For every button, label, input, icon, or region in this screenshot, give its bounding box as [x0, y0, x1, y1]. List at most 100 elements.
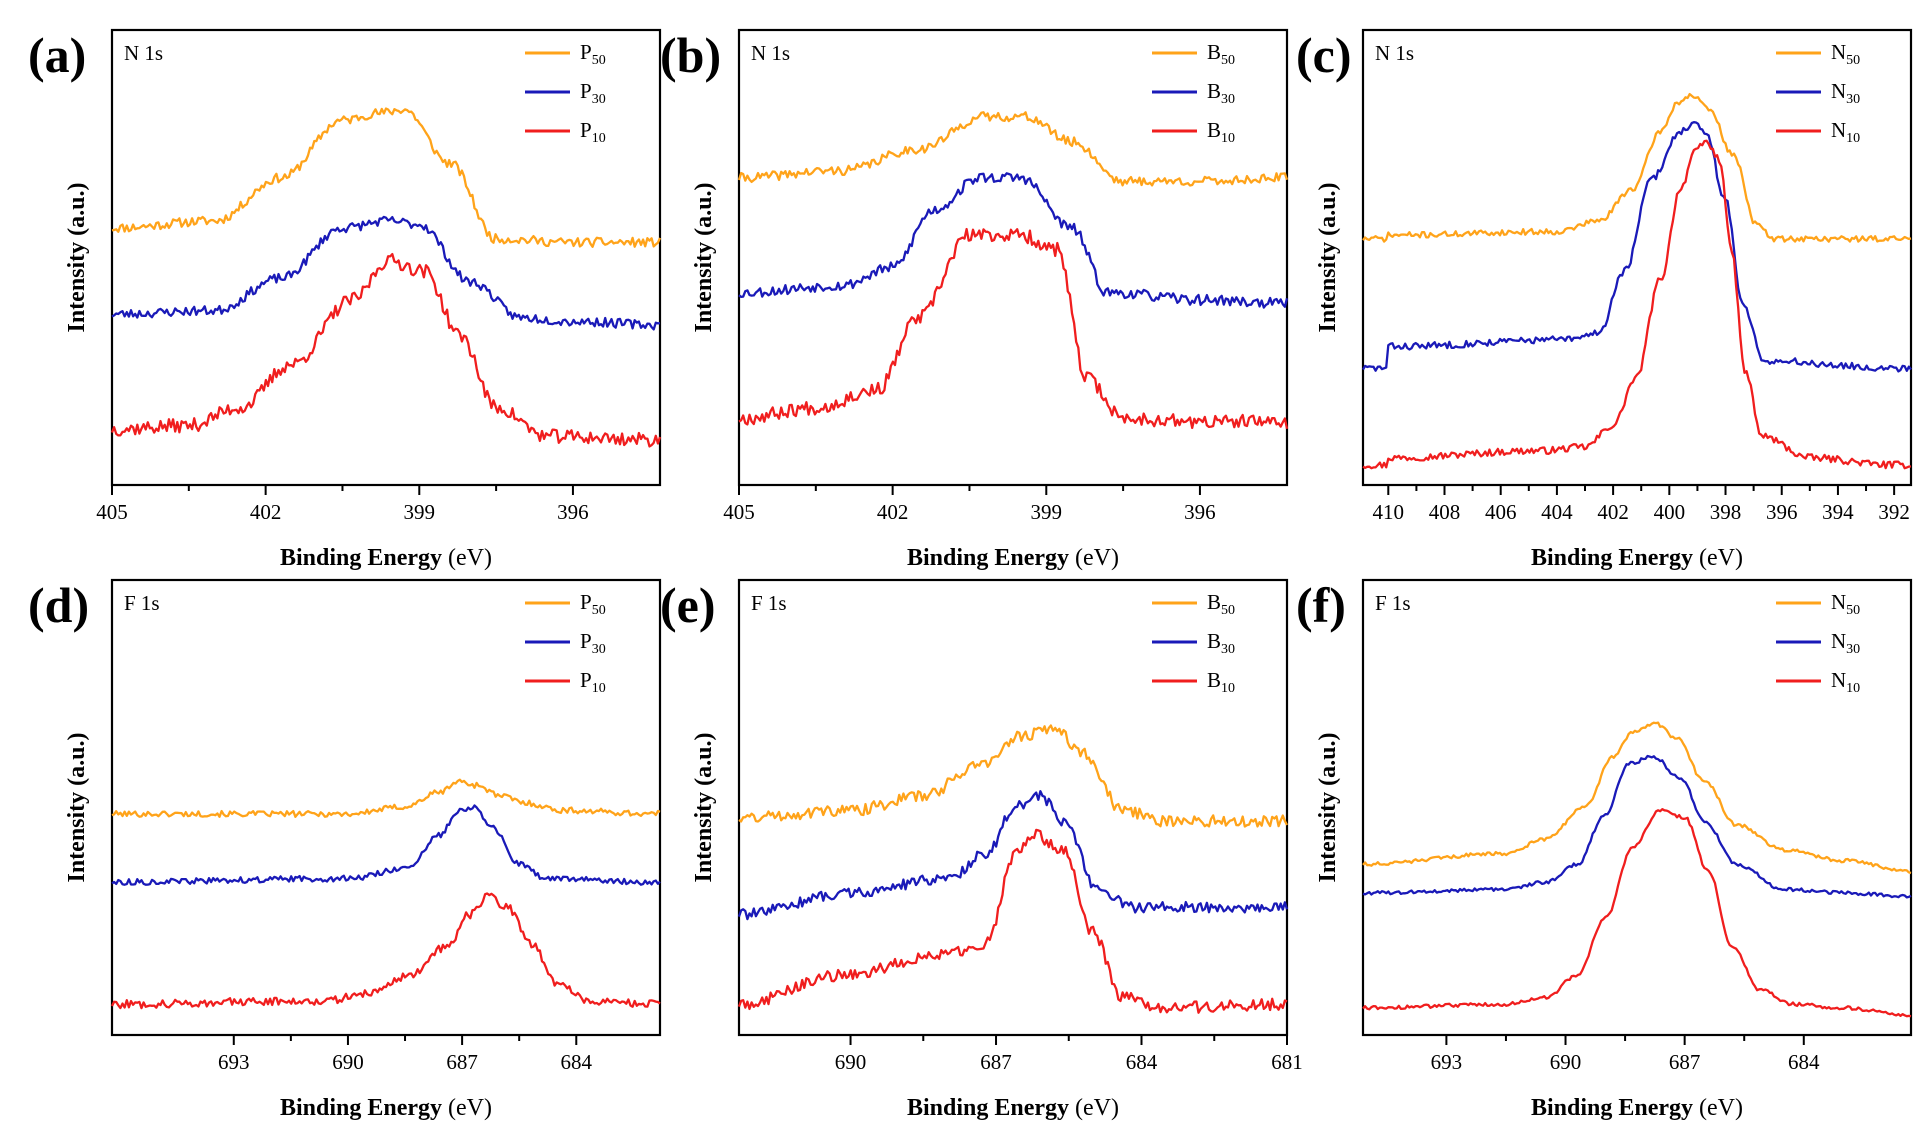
x-tick-label: 690 — [332, 1050, 364, 1074]
element-label: N 1s — [751, 41, 790, 65]
element-label: N 1s — [1375, 41, 1414, 65]
x-axis-title-main: Binding Energy — [907, 545, 1069, 571]
element-label: N 1s — [124, 41, 163, 65]
x-tick-label: 405 — [96, 500, 128, 524]
legend-subscript: 50 — [592, 53, 606, 68]
series-line-N10 — [1362, 808, 1912, 1018]
x-tick-label: 690 — [835, 1050, 867, 1074]
x-tick-label: 690 — [1550, 1050, 1582, 1074]
x-tick-label: 402 — [877, 500, 909, 524]
series-line-B10 — [737, 828, 1288, 1014]
legend-entry: P30 — [580, 629, 606, 657]
legend-entry: P50 — [580, 590, 606, 618]
legend-subscript: 30 — [1221, 92, 1235, 107]
legend-subscript: 30 — [1221, 642, 1235, 657]
x-tick-label: 405 — [723, 500, 755, 524]
panel-letter: (d) — [28, 577, 89, 633]
legend-entry: B10 — [1207, 118, 1235, 146]
x-axis-title-main: Binding Energy — [1531, 545, 1693, 571]
x-tick-label: 392 — [1878, 500, 1910, 524]
legend-base: N — [1831, 79, 1846, 103]
legend-entry: B50 — [1207, 40, 1235, 68]
legend-base: P — [580, 629, 592, 653]
legend-base: P — [580, 79, 592, 103]
legend-base: N — [1831, 629, 1846, 653]
legend-subscript: 30 — [592, 92, 606, 107]
x-tick-label: 394 — [1822, 500, 1854, 524]
x-axis-title-unit: (eV) — [1075, 1095, 1119, 1121]
legend-subscript: 50 — [1846, 603, 1860, 618]
x-tick-label: 398 — [1710, 500, 1742, 524]
series-line-N30 — [1361, 121, 1912, 373]
series-line-B30 — [738, 172, 1289, 309]
plot-frame — [737, 578, 1289, 1037]
legend-entry: B30 — [1207, 629, 1235, 657]
x-axis-title-unit: (eV) — [1699, 545, 1743, 571]
series-line-B50 — [738, 724, 1289, 828]
x-tick-label: 396 — [1766, 500, 1798, 524]
y-axis-title: Intensity (a.u.) — [64, 182, 90, 332]
legend-entry: P50 — [580, 40, 606, 68]
x-tick-label: 402 — [250, 500, 282, 524]
x-tick-label: 684 — [1788, 1050, 1820, 1074]
x-axis-title-unit: (eV) — [448, 545, 492, 571]
legend-entry: P10 — [580, 668, 606, 696]
series-line-P50 — [111, 107, 662, 248]
legend-base: N — [1831, 668, 1846, 692]
plot-frame — [1361, 578, 1913, 1037]
x-tick-label: 410 — [1373, 500, 1405, 524]
x-tick-label: 404 — [1541, 500, 1573, 524]
legend-entry: P30 — [580, 79, 606, 107]
plot-frame — [110, 578, 662, 1037]
legend-base: N — [1831, 40, 1846, 64]
legend-subscript: 30 — [592, 642, 606, 657]
legend-base: P — [580, 40, 592, 64]
legend-entry: N50 — [1831, 590, 1860, 618]
legend-base: B — [1207, 40, 1221, 64]
panel-letter: (c) — [1296, 27, 1352, 83]
x-axis-title-main: Binding Energy — [280, 545, 442, 571]
panel-b: 405 402 399 396 Binding Energy (eV) Intensity… — [660, 27, 1289, 571]
x-axis-title: Binding Energy (eV) — [907, 1095, 1119, 1121]
y-axis-title: Intensity (a.u.) — [1315, 182, 1341, 332]
x-axis-title-unit: (eV) — [1699, 1095, 1743, 1121]
panel-letter: (f) — [1296, 577, 1346, 633]
plot-frame — [1361, 28, 1913, 487]
legend-subscript: 10 — [1221, 131, 1235, 146]
y-axis-title: Intensity (a.u.) — [1315, 732, 1341, 882]
legend-subscript: 10 — [1221, 681, 1235, 696]
panel-a: 405 402 399 396 Binding Energy (eV) Intensity… — [28, 27, 662, 571]
panel-letter: (b) — [660, 27, 721, 83]
panel-f: 693 690 687 684 Binding Energy (eV) Intensity… — [1296, 577, 1913, 1121]
x-tick-label: 402 — [1597, 500, 1629, 524]
plot-frame — [737, 28, 1289, 487]
x-axis-title-main: Binding Energy — [1531, 1095, 1693, 1121]
x-tick-label: 687 — [980, 1050, 1012, 1074]
x-tick-label: 396 — [557, 500, 589, 524]
x-tick-label: 396 — [1184, 500, 1216, 524]
panel-letter: (e) — [660, 577, 716, 633]
series-line-N10 — [1362, 139, 1912, 470]
x-tick-label: 681 — [1271, 1050, 1303, 1074]
x-tick-label: 693 — [1431, 1050, 1463, 1074]
x-tick-label: 399 — [404, 500, 436, 524]
legend-subscript: 50 — [1846, 53, 1860, 68]
x-tick-label: 687 — [1669, 1050, 1701, 1074]
series-line-P30 — [111, 804, 661, 886]
series-line-N50 — [1362, 721, 1912, 875]
series-line-P10 — [110, 892, 661, 1010]
legend-base: N — [1831, 590, 1846, 614]
y-axis-title: Intensity (a.u.) — [691, 732, 717, 882]
x-axis-title-unit: (eV) — [448, 1095, 492, 1121]
legend-base: P — [580, 118, 592, 142]
x-tick-label: 399 — [1031, 500, 1063, 524]
x-axis-title-main: Binding Energy — [280, 1095, 442, 1121]
element-label: F 1s — [1375, 591, 1411, 615]
series-line-N30 — [1362, 754, 1912, 899]
series-line-B30 — [737, 790, 1289, 921]
legend-entry: B30 — [1207, 79, 1235, 107]
x-axis-title: Binding Energy (eV) — [1531, 1095, 1743, 1121]
legend-entry: N30 — [1831, 79, 1860, 107]
series-line-B50 — [737, 111, 1289, 187]
